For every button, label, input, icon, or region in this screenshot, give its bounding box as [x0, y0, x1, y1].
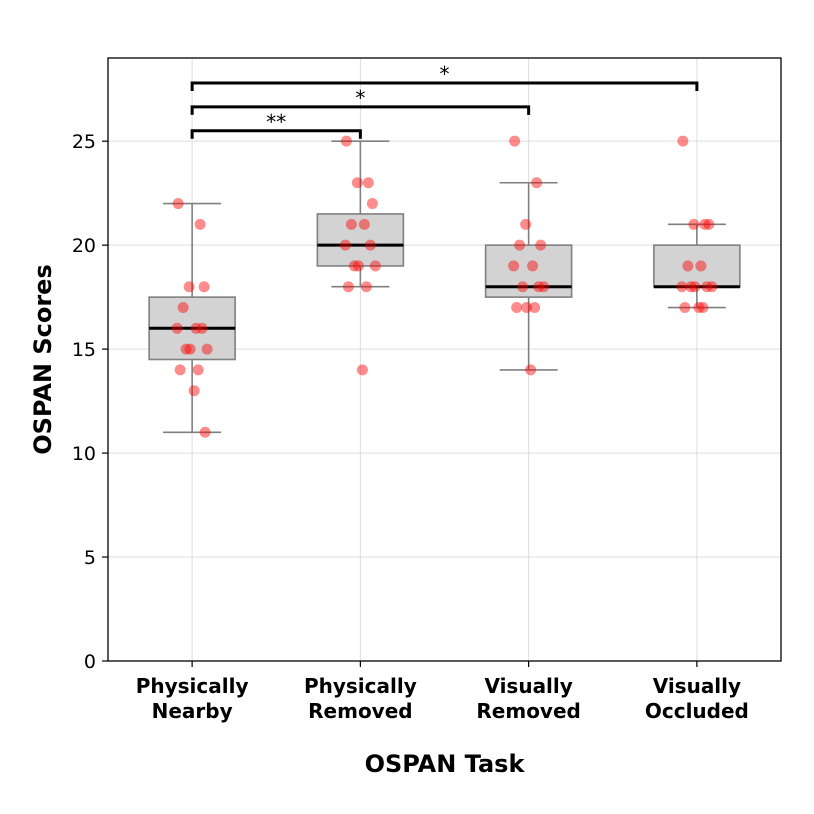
data-point	[183, 281, 195, 293]
data-point	[348, 260, 360, 272]
data-point	[511, 302, 523, 314]
data-point	[201, 343, 213, 355]
data-point	[701, 281, 713, 293]
data-point	[688, 218, 700, 230]
y-tick-label: 10	[72, 443, 96, 465]
data-point	[527, 260, 539, 272]
x-tick-label: Visually Removed	[476, 674, 580, 723]
x-tick-label: Visually Occluded	[645, 674, 749, 723]
data-point	[198, 281, 210, 293]
y-tick-label: 5	[84, 547, 96, 569]
data-point	[190, 322, 202, 334]
data-point	[685, 281, 697, 293]
data-point	[351, 177, 363, 189]
axes: 0 5 10 15 20 25 Physically Nearby Physically Remo…	[72, 131, 749, 723]
data-point	[356, 364, 368, 376]
significance-brackets: ****	[190, 62, 699, 139]
plot-frame	[107, 57, 782, 662]
significance-label: **	[266, 110, 286, 134]
data-point	[677, 135, 689, 147]
data-point	[676, 281, 688, 293]
x-tick-label: Physically Nearby	[136, 674, 249, 723]
data-point	[538, 281, 550, 293]
data-point	[697, 302, 709, 314]
data-point	[517, 281, 529, 293]
data-point	[360, 281, 372, 293]
data-point	[362, 177, 374, 189]
data-point	[531, 177, 543, 189]
significance-bracket	[190, 105, 531, 115]
data-point	[364, 239, 376, 251]
significance-label: *	[355, 86, 365, 110]
data-point	[535, 239, 547, 251]
box	[316, 213, 405, 267]
data-point	[699, 218, 711, 230]
significance-bracket	[190, 129, 362, 139]
box	[484, 244, 573, 298]
data-point	[340, 135, 352, 147]
data-point	[689, 281, 701, 293]
y-tick-label: 15	[72, 339, 96, 361]
data-point	[345, 218, 357, 230]
data-point	[358, 218, 370, 230]
data-point	[706, 281, 718, 293]
data-point	[177, 302, 189, 314]
data-point	[184, 343, 196, 355]
y-axis-title: OSPAN Scores	[29, 264, 57, 455]
data-point	[366, 198, 378, 210]
data-point	[192, 364, 204, 376]
data-point	[196, 322, 208, 334]
data-point	[508, 260, 520, 272]
data-point	[188, 385, 200, 397]
data-points	[171, 135, 718, 438]
data-point	[369, 260, 381, 272]
box	[653, 244, 741, 288]
data-point	[679, 302, 691, 314]
data-point	[352, 260, 364, 272]
y-tick-label: 25	[72, 131, 96, 153]
data-point	[529, 302, 541, 314]
x-axis-title: OSPAN Task	[365, 750, 526, 778]
data-point	[172, 198, 184, 210]
data-point	[520, 218, 532, 230]
data-point	[693, 302, 705, 314]
data-point	[509, 135, 521, 147]
y-tick-label: 20	[72, 235, 96, 257]
data-point	[533, 281, 545, 293]
boxes	[148, 140, 741, 434]
data-point	[682, 260, 694, 272]
significance-bracket	[190, 81, 699, 91]
data-point	[521, 302, 533, 314]
data-point	[695, 260, 707, 272]
x-tick-label: Physically Removed	[304, 674, 417, 723]
data-point	[194, 218, 206, 230]
data-point	[703, 218, 715, 230]
y-tick-label: 0	[84, 651, 96, 673]
data-point	[342, 281, 354, 293]
data-point	[514, 239, 526, 251]
significance-label: *	[440, 62, 450, 86]
data-point	[199, 426, 211, 438]
data-point	[180, 343, 192, 355]
data-point	[171, 322, 183, 334]
data-point	[525, 364, 537, 376]
data-point	[339, 239, 351, 251]
data-point	[174, 364, 186, 376]
